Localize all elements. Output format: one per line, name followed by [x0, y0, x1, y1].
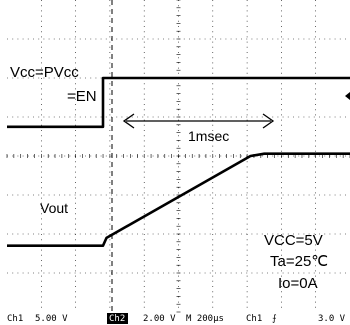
trigger-slope-icon: ⨍: [272, 314, 277, 324]
ch1-status-label: Ch1: [7, 314, 23, 324]
vcc-label-line1: Vcc=PVcc: [10, 64, 79, 81]
trigger-level: 3.0 V: [318, 314, 346, 324]
waveform-traces: [7, 76, 350, 247]
condition-ta: Ta=25℃: [270, 253, 328, 270]
trigger-source: Ch1: [246, 314, 262, 324]
ch1-level-marker: [345, 92, 350, 100]
timebase: M 200µs: [186, 314, 224, 324]
vcc-label-line2: =EN: [67, 88, 97, 105]
ch1-scale: 5.00 V: [35, 314, 68, 324]
ch2-scale: 2.00 V: [143, 314, 176, 324]
vout-label: Vout: [40, 200, 68, 216]
interval-label: 1msec: [188, 128, 229, 144]
condition-vcc: VCC=5V: [264, 232, 323, 249]
vout-trace: [7, 152, 350, 247]
vcc-label-text: Vcc=PVcc: [10, 64, 79, 81]
graticule: [6, 0, 350, 313]
condition-io: Io=0A: [278, 275, 318, 292]
ch2-status-label: Ch2: [109, 314, 125, 324]
ch2-highlight: [107, 313, 128, 324]
interval-arrow: [122, 113, 275, 129]
status-bar: Ch1 5.00 V Ch2 2.00 V M 200µs Ch1 ⨍ 3.0 …: [7, 313, 346, 324]
vcc-trace: [7, 76, 350, 129]
